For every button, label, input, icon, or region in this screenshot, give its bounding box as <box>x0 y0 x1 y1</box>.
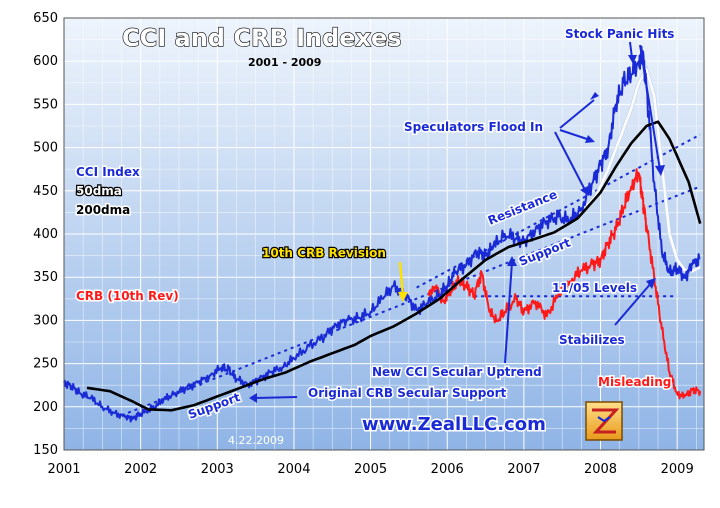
y-tick-label: 400 <box>33 227 58 242</box>
x-tick-label: 2004 <box>277 462 310 477</box>
annotation-stock-panic: Stock Panic Hits <box>565 27 674 41</box>
y-tick-label: 650 <box>33 11 58 26</box>
x-tick-label: 2003 <box>201 462 234 477</box>
annotation-levels: 11/05 Levels <box>552 281 637 295</box>
chart-title: CCI and CRB Indexes <box>122 24 402 52</box>
x-tick-label: 2001 <box>47 462 80 477</box>
legend-crb: CRB (10th Rev) <box>76 289 179 303</box>
annotation-original-support: Original CRB Secular Support <box>308 386 507 400</box>
annotation-stabilizes: Stabilizes <box>559 333 625 347</box>
chart-subtitle: 2001 - 2009 <box>248 56 321 69</box>
zeal-logo-icon <box>585 401 623 441</box>
y-tick-label: 500 <box>33 141 58 156</box>
source-url: www.ZealLLC.com <box>362 414 546 435</box>
annotation-speculators: Speculators Flood In <box>404 120 543 134</box>
y-tick-label: 600 <box>33 54 58 69</box>
trendline <box>121 185 701 417</box>
y-tick-label: 250 <box>33 357 58 372</box>
y-tick-label: 350 <box>33 270 58 285</box>
annotation-revision: 10th CRB Revision <box>262 246 386 260</box>
series-200dma <box>86 120 702 412</box>
legend-cci: CCI Index <box>76 165 140 179</box>
y-tick-label: 550 <box>33 97 58 112</box>
x-tick-label: 2002 <box>124 462 157 477</box>
annotation-arrows <box>254 41 661 399</box>
annotation-new-uptrend: New CCI Secular Uptrend <box>372 365 542 379</box>
x-tick-label: 2008 <box>584 462 617 477</box>
x-tick-label: 2007 <box>507 462 540 477</box>
y-tick-label: 300 <box>33 313 58 328</box>
legend-50dma: 50dma <box>76 184 122 198</box>
series-cci-index <box>63 45 701 423</box>
x-tick-label: 2006 <box>431 462 464 477</box>
y-tick-label: 150 <box>33 443 58 458</box>
x-tick-label: 2005 <box>354 462 387 477</box>
y-tick-label: 450 <box>33 184 58 199</box>
legend-200dma: 200dma <box>76 203 130 217</box>
arrow-heads <box>249 55 665 403</box>
annotation-misleading: Misleading <box>598 375 671 389</box>
x-tick-label: 2009 <box>661 462 694 477</box>
series-lines <box>63 45 702 423</box>
series-50dma <box>584 68 701 273</box>
series-crb-10th-rev- <box>427 168 702 400</box>
y-tick-label: 200 <box>33 400 58 415</box>
plot-border <box>63 17 705 451</box>
axis-labels: 150 200 250 300 350 400 450 500 550 600 650 2001 200… <box>33 11 694 477</box>
date-stamp: 4.22.2009 <box>228 434 284 447</box>
